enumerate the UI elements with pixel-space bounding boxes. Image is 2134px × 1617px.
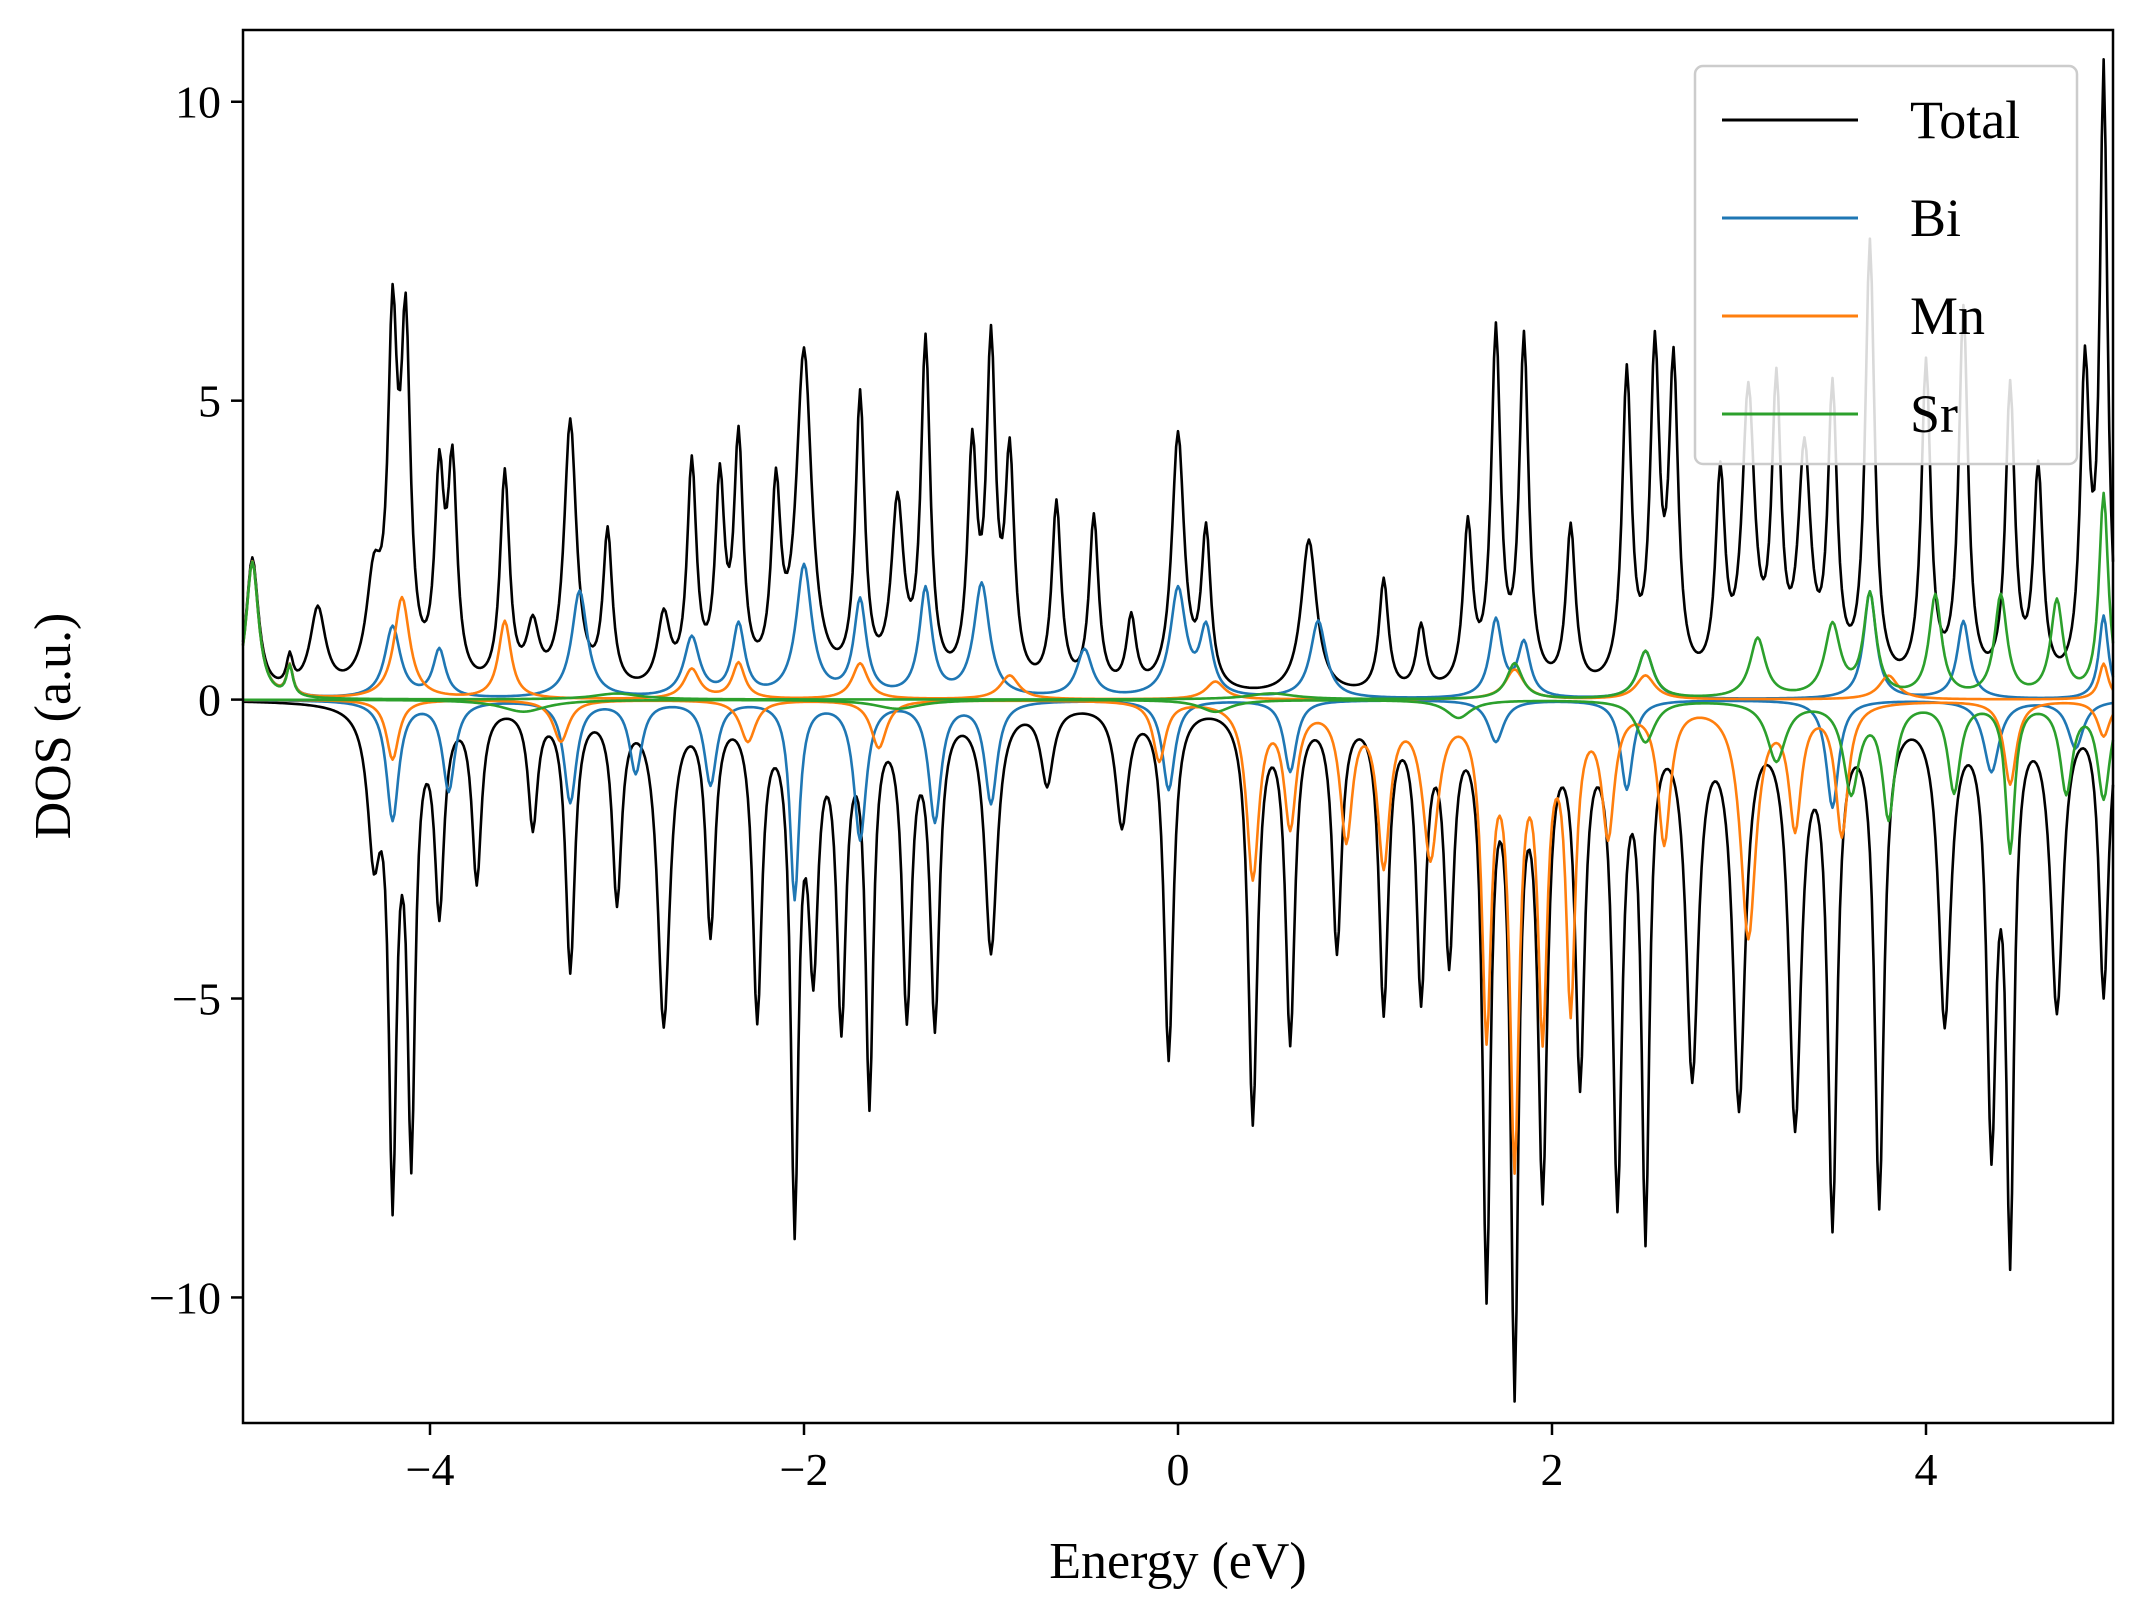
series-sr-spin-down bbox=[243, 698, 2115, 856]
legend-label-mn: Mn bbox=[1910, 286, 1985, 346]
x-tick-label: −4 bbox=[406, 1444, 455, 1495]
y-tick-label: 10 bbox=[175, 77, 221, 128]
y-tick-label: 0 bbox=[198, 675, 221, 726]
x-tick-label: 0 bbox=[1167, 1444, 1190, 1495]
legend-label-sr: Sr bbox=[1910, 384, 1958, 444]
x-tick-label: −2 bbox=[780, 1444, 829, 1495]
series-bi-spin-down bbox=[242, 698, 2114, 902]
y-tick-label: −10 bbox=[149, 1272, 221, 1323]
series-total-spin-up bbox=[241, 58, 2115, 690]
series-layer bbox=[241, 58, 2115, 1403]
legend-label-total: Total bbox=[1910, 90, 2020, 150]
y-axis-label: DOS (a.u.) bbox=[25, 613, 82, 840]
series-total-spin-down bbox=[242, 700, 2115, 1403]
x-tick-label: 2 bbox=[1541, 1444, 1564, 1495]
series-sr-spin-up bbox=[241, 491, 2115, 701]
x-tick-label: 4 bbox=[1915, 1444, 1938, 1495]
ticks-layer: −4 −2 0 2 4 −10 −5 0 5 10 bbox=[149, 77, 1937, 1495]
x-axis-label: Energy (eV) bbox=[1049, 1533, 1307, 1590]
legend-label-bi: Bi bbox=[1910, 188, 1961, 248]
y-tick-label: −5 bbox=[172, 974, 221, 1025]
series-mn-spin-down bbox=[243, 698, 2115, 1175]
y-tick-label: 5 bbox=[198, 376, 221, 427]
legend: Total Bi Mn Sr bbox=[1693, 64, 2079, 466]
legend-frame bbox=[1693, 64, 2079, 466]
